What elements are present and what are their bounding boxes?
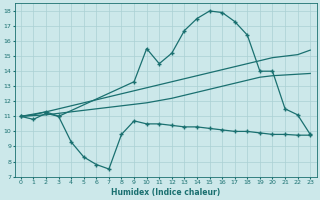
X-axis label: Humidex (Indice chaleur): Humidex (Indice chaleur): [111, 188, 220, 197]
